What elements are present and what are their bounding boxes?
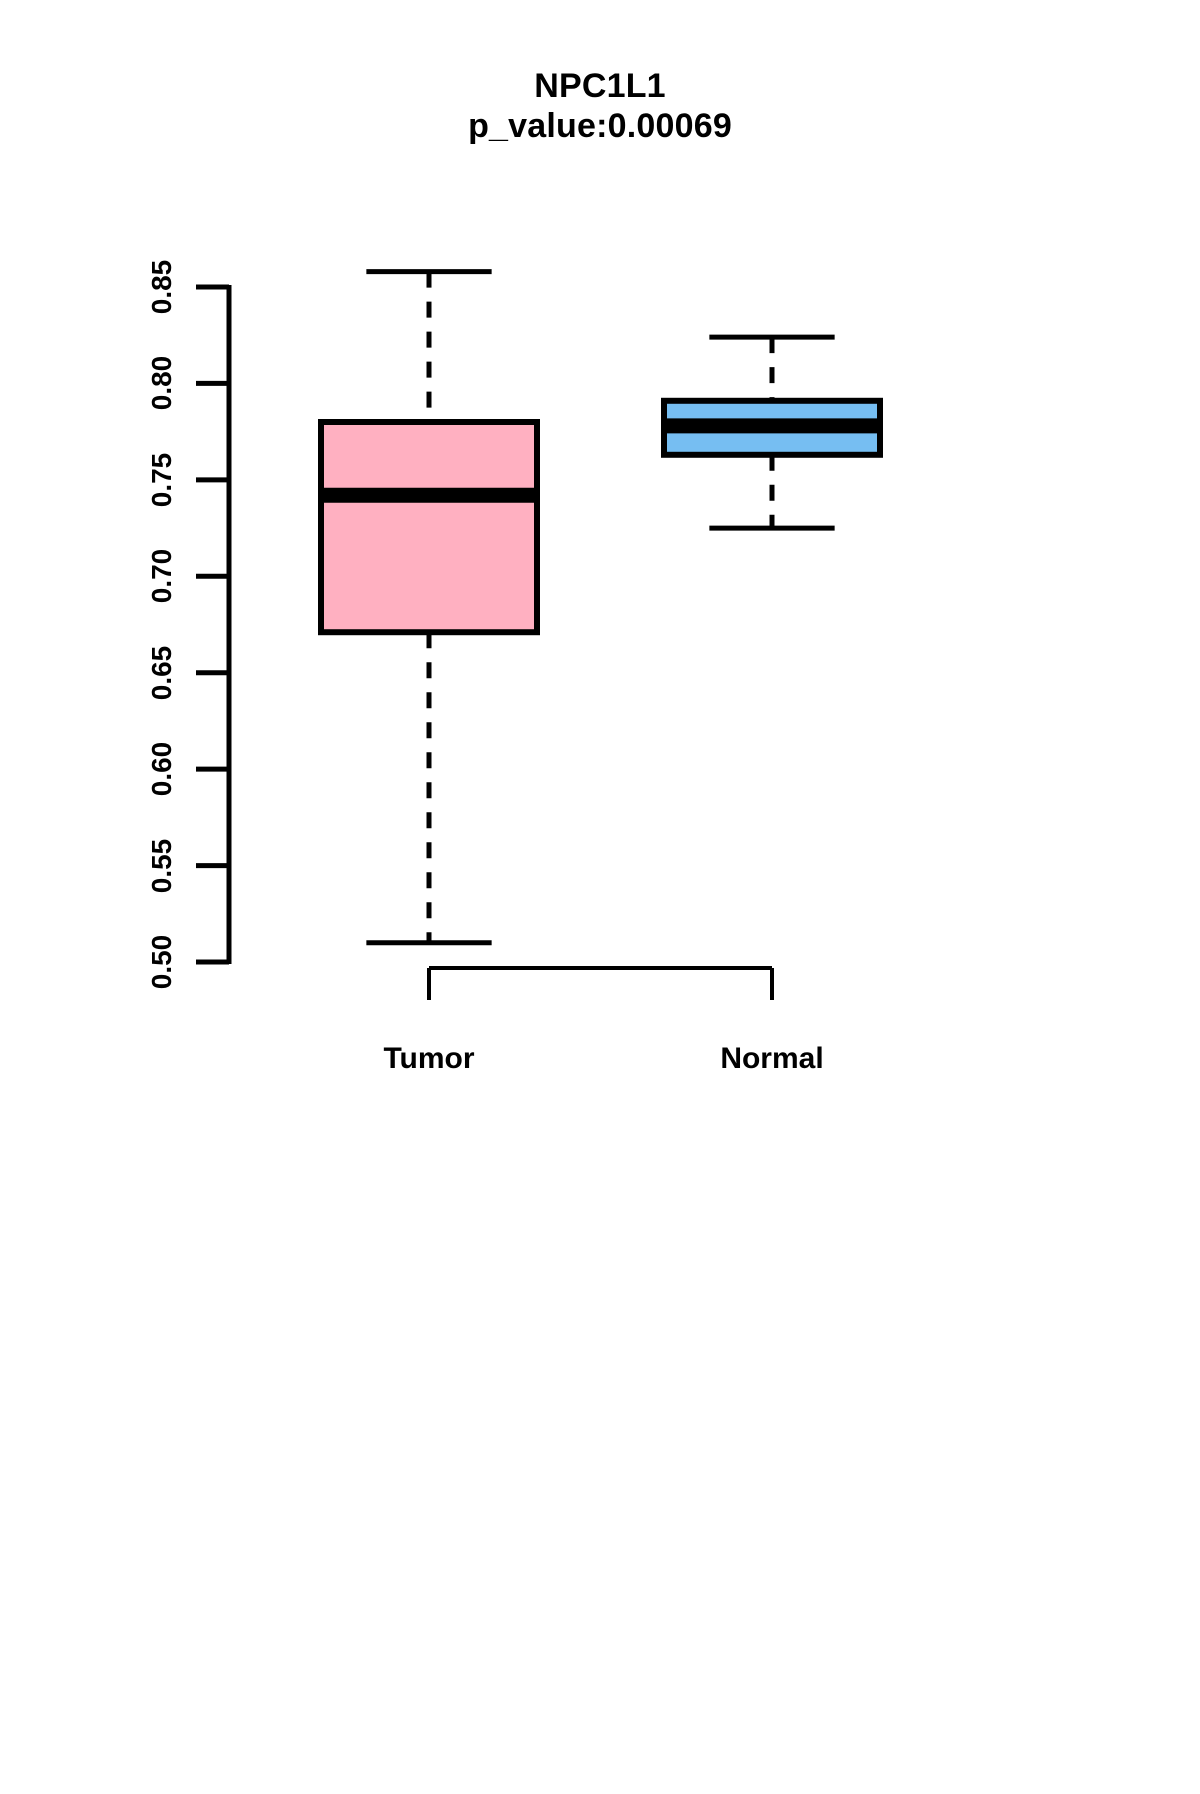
chart-title: NPC1L1 bbox=[534, 67, 666, 105]
chart-subtitle-pvalue: p_value:0.00069 bbox=[468, 107, 732, 146]
chart-title-block: NPC1L1 p_value:0.00069 bbox=[0, 66, 1200, 146]
plot-canvas bbox=[196, 269, 883, 1000]
x-tick-label-tumor: Tumor bbox=[383, 1042, 475, 1075]
y-tick-label: 0.70 bbox=[146, 549, 177, 604]
y-tick-label: 0.60 bbox=[146, 741, 177, 797]
boxplot-tumor[interactable] bbox=[318, 269, 540, 946]
y-tick-label: 0.50 bbox=[146, 934, 177, 990]
boxplot-figure: NPC1L1 p_value:0.00069 Methylation Level… bbox=[0, 66, 1200, 1075]
y-tick-label: 0.80 bbox=[146, 356, 177, 411]
y-axis bbox=[196, 284, 232, 965]
y-tick-label: 0.55 bbox=[146, 838, 177, 893]
x-tick-label-normal: Normal bbox=[720, 1042, 824, 1075]
box-layer bbox=[318, 269, 883, 946]
y-tick-label: 0.75 bbox=[146, 452, 177, 508]
boxplot-normal[interactable] bbox=[661, 334, 883, 531]
x-axis-bracket bbox=[427, 966, 774, 1000]
y-tick-label: 0.65 bbox=[146, 645, 177, 700]
y-tick-label: 0.85 bbox=[146, 259, 177, 315]
box-iqr-rect[interactable] bbox=[318, 419, 540, 636]
